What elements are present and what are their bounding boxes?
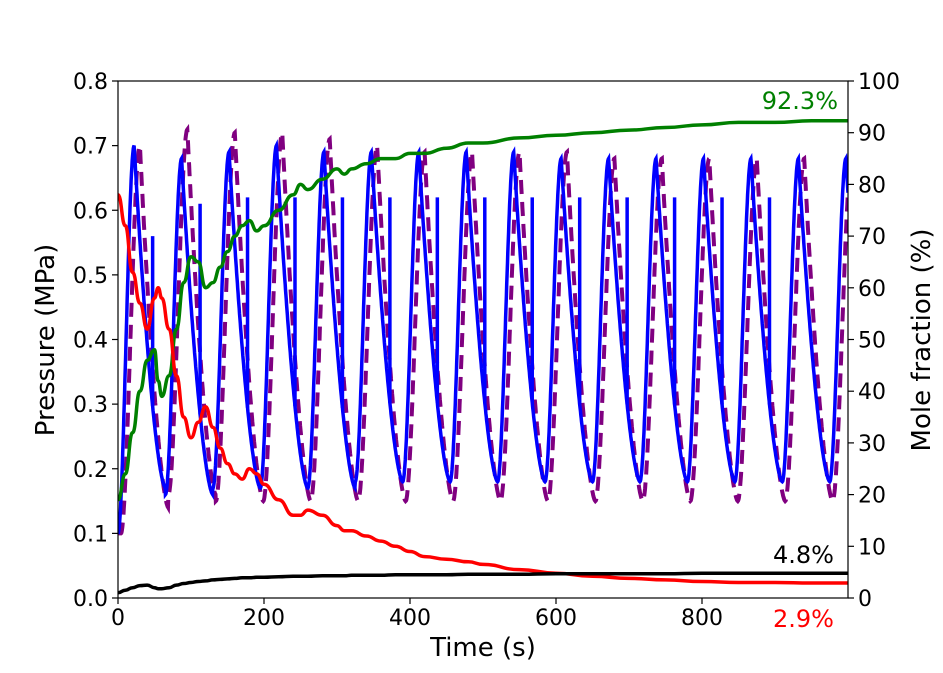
x-tick-label: 0	[111, 606, 125, 631]
x-tick-label: 800	[681, 606, 723, 631]
y-left-tick-label: 0.0	[73, 587, 108, 612]
series-clip	[118, 119, 848, 595]
y-left-tick-label: 0.2	[73, 458, 108, 483]
annotation-green-end-value: 92.3%	[762, 87, 838, 115]
y-left-tick-label: 0.3	[73, 393, 108, 418]
x-tick-label: 400	[389, 606, 431, 631]
y-right-tick-label: 90	[858, 122, 886, 147]
annotation-black-end-value: 4.8%	[773, 541, 834, 569]
y-right-tick-label: 60	[858, 277, 886, 302]
annotation-red-end-value: 2.9%	[773, 605, 834, 633]
y-left-tick-label: 0.5	[73, 264, 108, 289]
y-right-tick-label: 30	[858, 432, 886, 457]
y-left-tick-label: 0.8	[73, 70, 108, 95]
y-axis-right: 0 10 20 30 40 50 60 70 80 90 100	[848, 70, 900, 612]
x-tick-label: 200	[243, 606, 285, 631]
y-right-tick-label: 100	[858, 70, 900, 95]
series-layer	[118, 119, 848, 595]
y-left-tick-label: 0.6	[73, 199, 108, 224]
y-axis-right-label: Mole fraction (%)	[907, 229, 937, 452]
y-right-tick-label: 50	[858, 329, 886, 354]
y-axis-left: 0.0 0.1 0.2 0.3 0.4 0.5 0.6 0.7 0.8	[73, 70, 118, 612]
y-left-tick-label: 0.7	[73, 135, 108, 160]
y-right-tick-label: 80	[858, 173, 886, 198]
x-axis-label: Time (s)	[429, 633, 536, 663]
y-right-tick-label: 70	[858, 225, 886, 250]
x-axis: 0 200 400 600 800	[111, 598, 723, 631]
x-tick-label: 600	[535, 606, 577, 631]
y-left-tick-label: 0.1	[73, 522, 108, 547]
y-right-tick-label: 0	[858, 587, 872, 612]
series-pressure-simulated	[118, 139, 848, 535]
y-axis-left-label: Pressure (MPa)	[31, 244, 61, 436]
y-right-tick-label: 20	[858, 484, 886, 509]
y-right-tick-label: 10	[858, 535, 886, 560]
series-fraction-black	[118, 571, 848, 595]
series-fraction-green	[118, 119, 848, 502]
y-right-tick-label: 40	[858, 380, 886, 405]
y-left-tick-label: 0.4	[73, 329, 108, 354]
